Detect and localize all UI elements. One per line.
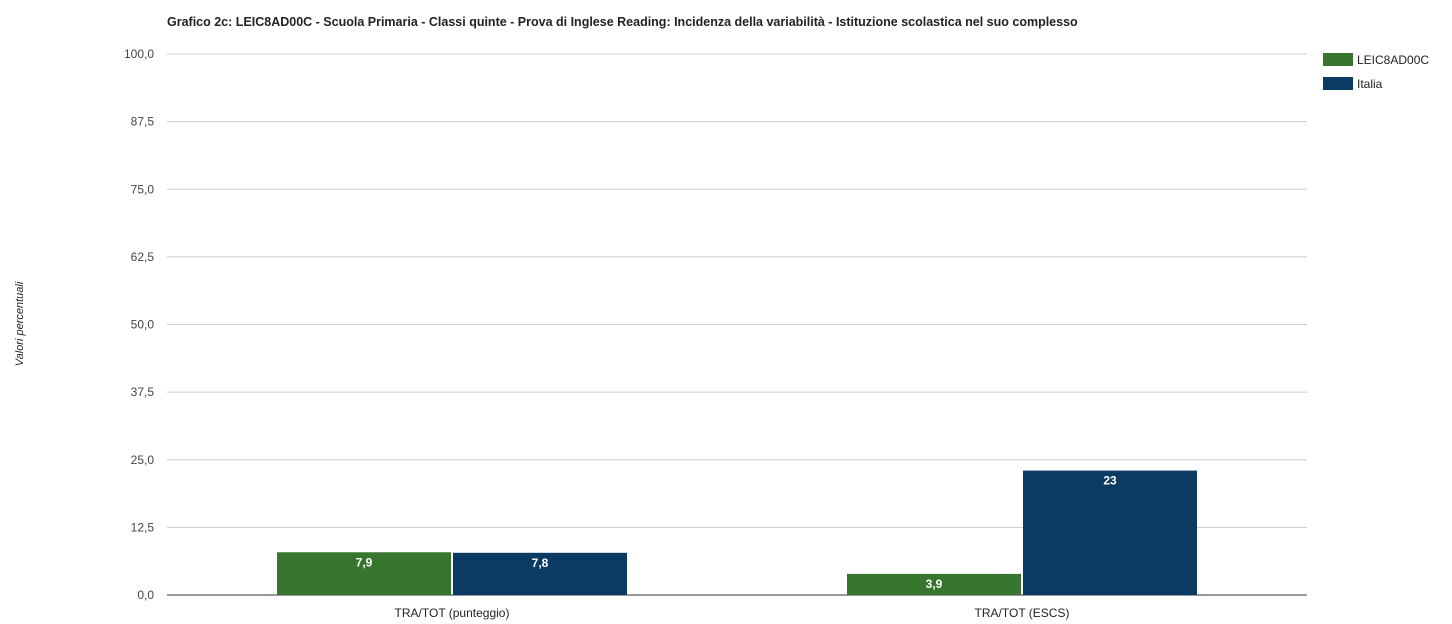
data-label: 7,9 [356, 555, 373, 569]
legend-swatch [1323, 77, 1353, 90]
y-tick-label: 62,5 [131, 250, 155, 264]
data-label: 7,8 [532, 556, 549, 570]
y-tick-label: 25,0 [131, 453, 155, 467]
x-axis-ticks: TRA/TOT (punteggio) TRA/TOT (ESCS) [395, 606, 1070, 620]
y-tick-label: 75,0 [131, 182, 155, 196]
bars: 7,9 7,8 3,9 23 [277, 470, 1197, 595]
legend: LEIC8AD00C Italia [1323, 53, 1429, 91]
y-tick-label: 50,0 [131, 318, 155, 332]
y-axis-label: Valori percentuali [14, 281, 26, 366]
y-tick-label: 12,5 [131, 520, 155, 534]
legend-label: LEIC8AD00C [1357, 53, 1429, 67]
legend-swatch [1323, 53, 1353, 66]
y-tick-label: 100,0 [124, 47, 154, 61]
data-label: 23 [1103, 474, 1117, 488]
y-tick-label: 87,5 [131, 115, 155, 129]
y-tick-label: 0,0 [137, 588, 154, 602]
y-tick-label: 37,5 [131, 385, 155, 399]
bar-leic8ad00c-1 [277, 552, 451, 595]
y-axis-ticks: 0,0 12,5 25,0 37,5 50,0 62,5 75,0 87,5 100,0 [124, 47, 154, 602]
bar-italia-2 [1023, 470, 1197, 595]
data-label: 3,9 [926, 577, 943, 591]
bar-italia-1 [453, 552, 627, 595]
gridlines [167, 53, 1307, 596]
x-tick-label: TRA/TOT (punteggio) [395, 606, 510, 620]
x-tick-label: TRA/TOT (ESCS) [975, 606, 1070, 620]
bar-leic8ad00c-2 [847, 573, 1021, 595]
chart-title: Grafico 2c: LEIC8AD00C - Scuola Primaria… [167, 15, 1078, 29]
legend-label: Italia [1357, 77, 1383, 91]
